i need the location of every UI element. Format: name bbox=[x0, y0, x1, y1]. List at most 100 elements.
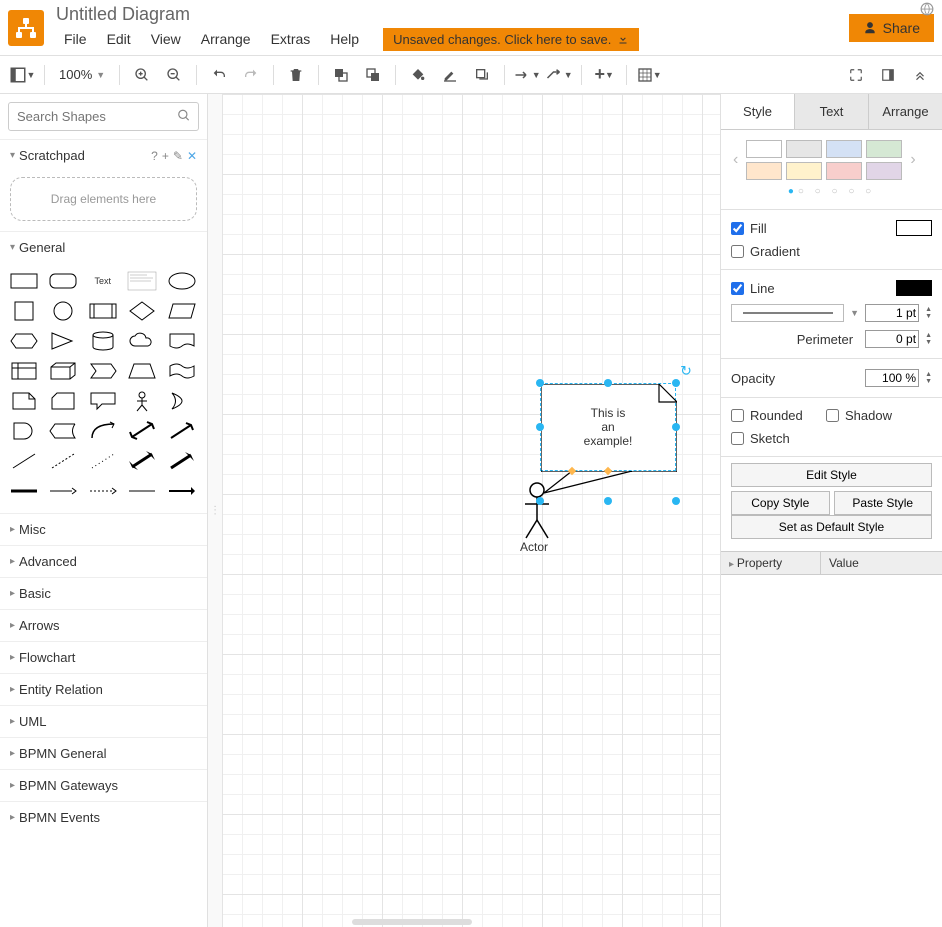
shape-or[interactable] bbox=[166, 389, 198, 413]
scratchpad-dropzone[interactable]: Drag elements here bbox=[10, 177, 197, 221]
shape-step[interactable] bbox=[87, 359, 119, 383]
menu-help[interactable]: Help bbox=[322, 27, 367, 51]
document-title[interactable]: Untitled Diagram bbox=[56, 4, 849, 25]
shape-trapezoid[interactable] bbox=[126, 359, 158, 383]
paste-style-button[interactable]: Paste Style bbox=[834, 491, 933, 515]
resize-handle-s[interactable] bbox=[604, 497, 612, 505]
app-logo[interactable] bbox=[8, 10, 44, 46]
shape-biarrow[interactable] bbox=[126, 419, 158, 443]
to-back-button[interactable] bbox=[359, 61, 387, 89]
category-arrows[interactable]: ▸Arrows bbox=[0, 609, 207, 641]
undo-button[interactable] bbox=[205, 61, 233, 89]
resize-handle-e[interactable] bbox=[672, 423, 680, 431]
scratchpad-help-icon[interactable]: ? bbox=[151, 149, 158, 163]
resize-handle-se[interactable] bbox=[672, 497, 680, 505]
category-misc[interactable]: ▸Misc bbox=[0, 513, 207, 545]
to-front-button[interactable] bbox=[327, 61, 355, 89]
shape-callout[interactable] bbox=[87, 389, 119, 413]
shape-biarrow-thick[interactable] bbox=[126, 449, 158, 473]
sidebar-splitter[interactable]: ⫶ bbox=[208, 94, 222, 927]
shape-text[interactable]: Text bbox=[87, 269, 119, 293]
opacity-up[interactable]: ▲ bbox=[925, 371, 932, 378]
tab-text[interactable]: Text bbox=[795, 94, 869, 129]
category-entity-relation[interactable]: ▸Entity Relation bbox=[0, 673, 207, 705]
canvas[interactable]: ⫶ Actor bbox=[208, 94, 720, 927]
zoom-out-button[interactable] bbox=[160, 61, 188, 89]
color-swatch[interactable] bbox=[826, 140, 862, 158]
horizontal-scrollbar[interactable] bbox=[352, 919, 472, 925]
shape-tape[interactable] bbox=[166, 359, 198, 383]
line-width-up[interactable]: ▲ bbox=[925, 306, 932, 313]
menu-view[interactable]: View bbox=[143, 27, 189, 51]
perimeter-up[interactable]: ▲ bbox=[925, 332, 932, 339]
shape-actor[interactable] bbox=[126, 389, 158, 413]
shadow-checkbox[interactable] bbox=[826, 409, 839, 422]
shape-connector4[interactable] bbox=[166, 479, 198, 503]
shape-process[interactable] bbox=[87, 299, 119, 323]
category-advanced[interactable]: ▸Advanced bbox=[0, 545, 207, 577]
line-style-select[interactable] bbox=[731, 304, 844, 322]
copy-style-button[interactable]: Copy Style bbox=[731, 491, 830, 515]
set-default-style-button[interactable]: Set as Default Style bbox=[731, 515, 932, 539]
tab-style[interactable]: Style bbox=[721, 94, 795, 129]
category-uml[interactable]: ▸UML bbox=[0, 705, 207, 737]
rotate-handle[interactable]: ↻ bbox=[680, 363, 692, 380]
shape-diamond[interactable] bbox=[126, 299, 158, 323]
shape-rect[interactable] bbox=[8, 269, 40, 293]
shape-and[interactable] bbox=[8, 419, 40, 443]
opacity-down[interactable]: ▼ bbox=[925, 378, 932, 385]
category-bpmn-gateways[interactable]: ▸BPMN Gateways bbox=[0, 769, 207, 801]
shape-connector2[interactable] bbox=[87, 479, 119, 503]
shape-circle[interactable] bbox=[47, 299, 79, 323]
scratchpad-add-icon[interactable]: + bbox=[162, 149, 169, 163]
shape-cloud[interactable] bbox=[126, 329, 158, 353]
shape-note[interactable] bbox=[8, 389, 40, 413]
shape-triangle[interactable] bbox=[47, 329, 79, 353]
selected-note[interactable]: This is an example! bbox=[540, 383, 676, 471]
shape-ellipse[interactable] bbox=[166, 269, 198, 293]
color-swatch[interactable] bbox=[746, 140, 782, 158]
actor-shape[interactable]: Actor bbox=[522, 482, 552, 545]
category-basic[interactable]: ▸Basic bbox=[0, 577, 207, 609]
shape-square[interactable] bbox=[8, 299, 40, 323]
resize-handle-n[interactable] bbox=[604, 379, 612, 387]
resize-handle-nw[interactable] bbox=[536, 379, 544, 387]
redo-button[interactable] bbox=[237, 61, 265, 89]
collapse-button[interactable] bbox=[906, 61, 934, 89]
rounded-checkbox[interactable] bbox=[731, 409, 744, 422]
resize-handle-sw[interactable] bbox=[536, 497, 544, 505]
line-width-input[interactable] bbox=[865, 304, 919, 322]
line-color-chip[interactable] bbox=[896, 280, 932, 296]
swatch-next-icon[interactable]: › bbox=[908, 151, 917, 169]
edit-style-button[interactable]: Edit Style bbox=[731, 463, 932, 487]
shape-internal[interactable] bbox=[8, 359, 40, 383]
menu-edit[interactable]: Edit bbox=[99, 27, 139, 51]
connection-button[interactable]: ▼ bbox=[513, 61, 541, 89]
shape-cube[interactable] bbox=[47, 359, 79, 383]
view-mode-button[interactable]: ▼ bbox=[8, 61, 36, 89]
shape-arrow-thick[interactable] bbox=[166, 449, 198, 473]
menu-arrange[interactable]: Arrange bbox=[193, 27, 259, 51]
shape-textbox[interactable] bbox=[126, 269, 158, 293]
tab-arrange[interactable]: Arrange bbox=[869, 94, 942, 129]
fullscreen-button[interactable] bbox=[842, 61, 870, 89]
scratchpad-edit-icon[interactable]: ✎ bbox=[173, 149, 183, 163]
shape-document[interactable] bbox=[166, 329, 198, 353]
shape-line-dotted[interactable] bbox=[87, 449, 119, 473]
insert-button[interactable]: +▼ bbox=[590, 61, 618, 89]
zoom-select[interactable]: 100%▼ bbox=[53, 65, 111, 84]
shape-connector1[interactable] bbox=[47, 479, 79, 503]
scratchpad-header[interactable]: ▾ Scratchpad ? + ✎ ✕ bbox=[0, 139, 207, 171]
category-bpmn-events[interactable]: ▸BPMN Events bbox=[0, 801, 207, 833]
shape-card[interactable] bbox=[47, 389, 79, 413]
fill-checkbox[interactable] bbox=[731, 222, 744, 235]
resize-handle-ne[interactable] bbox=[672, 379, 680, 387]
shape-parallelogram[interactable] bbox=[166, 299, 198, 323]
swatch-prev-icon[interactable]: ‹ bbox=[731, 151, 740, 169]
perimeter-down[interactable]: ▼ bbox=[925, 339, 932, 346]
line-width-down[interactable]: ▼ bbox=[925, 313, 932, 320]
shape-datastore[interactable] bbox=[47, 419, 79, 443]
general-header[interactable]: ▾ General bbox=[0, 231, 207, 263]
menu-extras[interactable]: Extras bbox=[263, 27, 319, 51]
unsaved-banner[interactable]: Unsaved changes. Click here to save. bbox=[383, 28, 639, 51]
